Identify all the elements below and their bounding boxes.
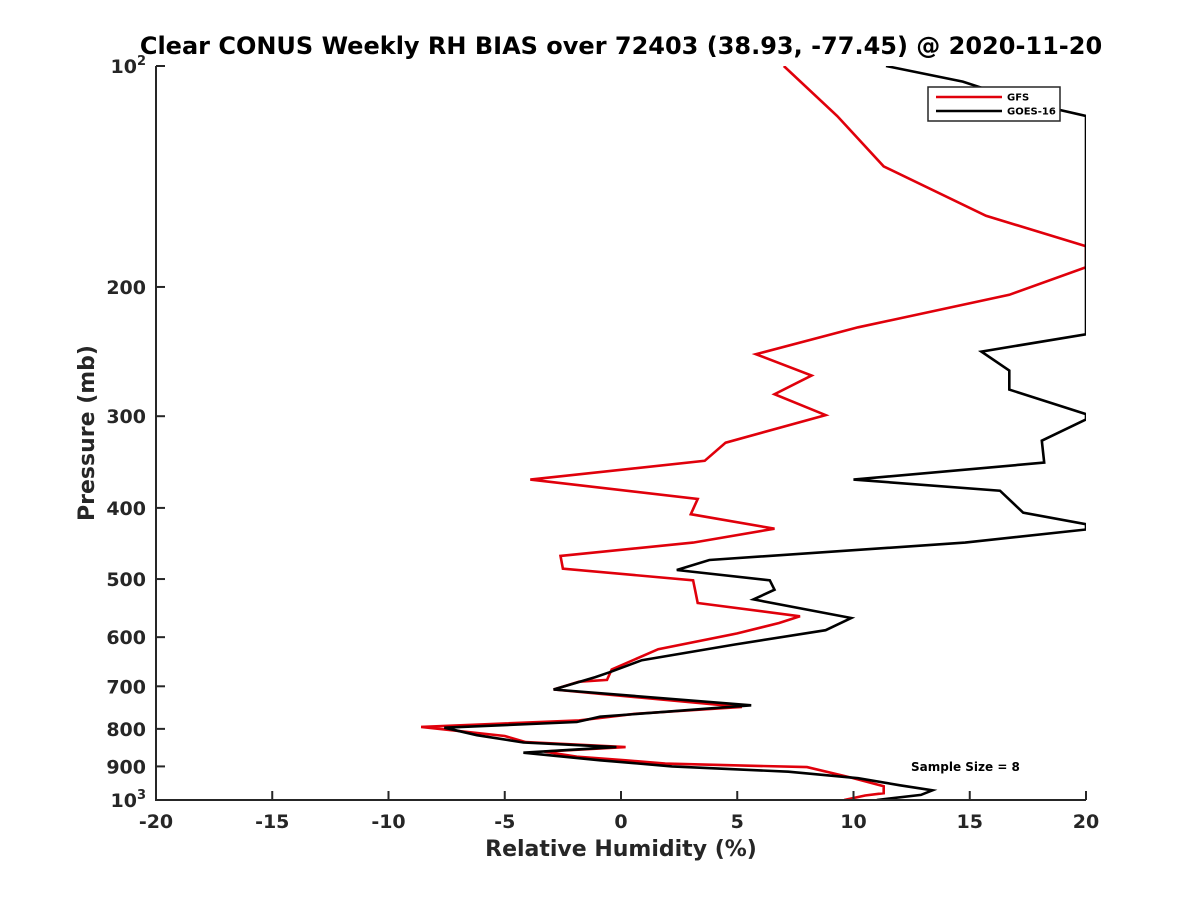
series-line-gfs	[420, 66, 1086, 800]
y-tick-label: 900	[106, 756, 146, 778]
series-layer	[420, 66, 1086, 800]
x-tick-label: -5	[494, 811, 515, 833]
axes-layer: -20 -15 -10 -5 0 5 10 15 20 102 200 300 400 500 600 700…	[106, 54, 1099, 833]
legend: GFS GOES-16	[927, 86, 1061, 122]
x-tick-label: -15	[255, 811, 289, 833]
x-tick-label: -20	[139, 811, 173, 833]
y-tick-label: 800	[106, 719, 146, 741]
sample-size-annotation: Sample Size = 8	[911, 760, 1020, 774]
x-tick-label: 5	[731, 811, 744, 833]
y-tick-label: 102	[111, 54, 147, 78]
y-tick-label: 103	[111, 788, 147, 812]
x-tick-label: 0	[614, 811, 627, 833]
x-tick-label: 20	[1073, 811, 1099, 833]
y-tick-label: 600	[106, 627, 146, 649]
legend-box	[927, 86, 1061, 122]
y-tick-label: 500	[106, 569, 146, 591]
y-tick-label: 700	[106, 676, 146, 698]
x-tick-label: 15	[957, 811, 983, 833]
chart-title: Clear CONUS Weekly RH BIAS over 72403 (3…	[140, 32, 1102, 60]
y-tick-label: 400	[106, 498, 146, 520]
y-tick-label: 300	[106, 406, 146, 428]
y-axis-label: Pressure (mb)	[75, 345, 100, 521]
x-tick-label: -10	[371, 811, 405, 833]
legend-label: GFS	[1007, 93, 1029, 104]
legend-label: GOES-16	[1007, 107, 1056, 118]
x-tick-label: 10	[840, 811, 866, 833]
y-tick-label: 200	[106, 277, 146, 299]
series-line-goes-16	[444, 66, 1086, 800]
x-axis-label: Relative Humidity (%)	[485, 837, 757, 862]
